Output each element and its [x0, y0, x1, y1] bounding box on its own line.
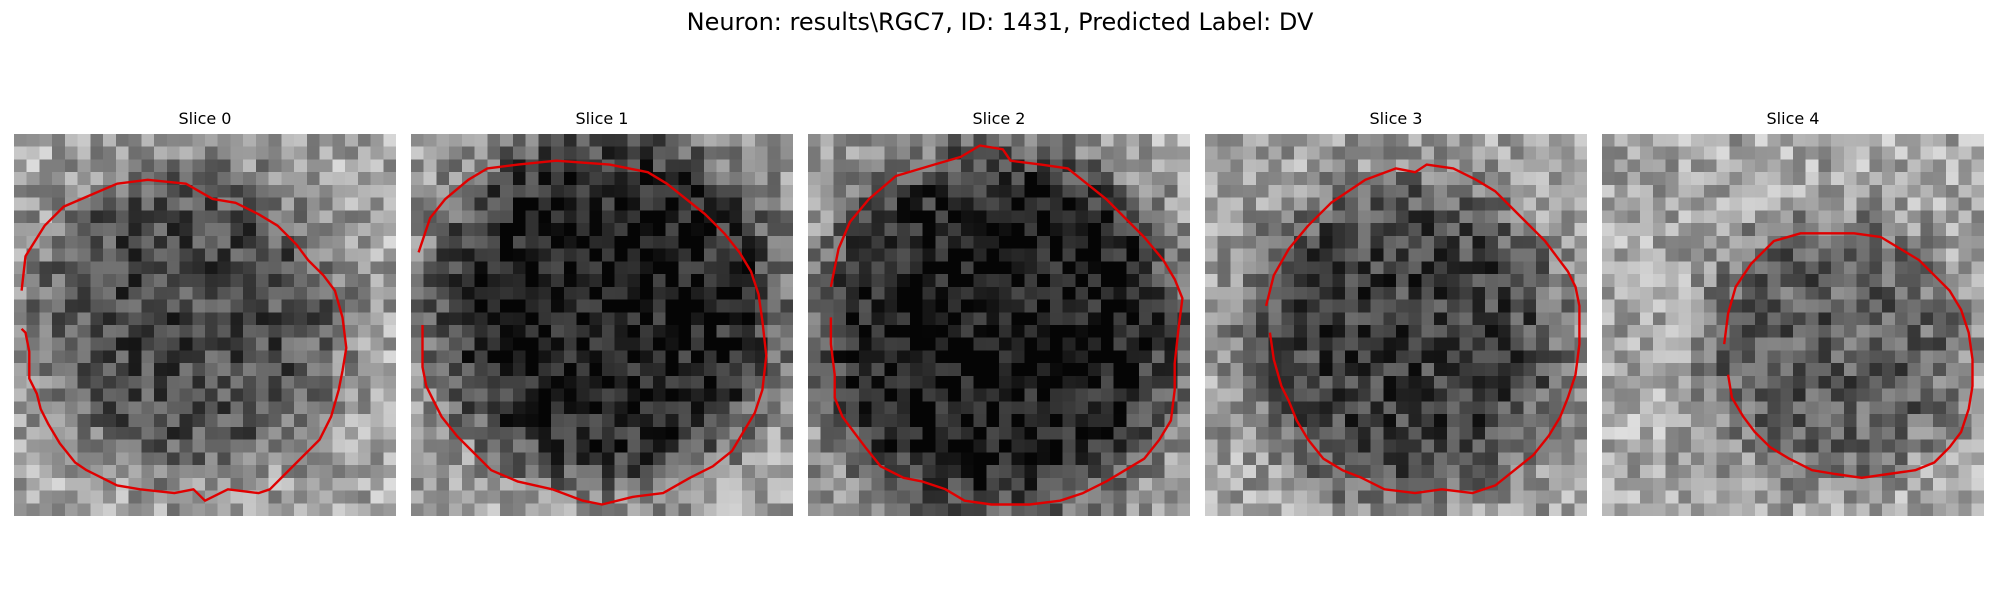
- slice-image-0: [14, 134, 396, 516]
- pixel-grid: [14, 134, 396, 516]
- slice-svg-3: [1205, 134, 1587, 516]
- slice-svg-4: [1602, 134, 1984, 516]
- slice-image-4: [1602, 134, 1984, 516]
- slice-svg-2: [808, 134, 1190, 516]
- slice-image-1: [411, 134, 793, 516]
- slice-title-3: Slice 3: [1369, 109, 1423, 128]
- slice-title-0: Slice 0: [178, 109, 232, 128]
- slice-panel-0: Slice 0: [14, 104, 396, 516]
- figure-title: Neuron: results\RGC7, ID: 1431, Predicte…: [686, 8, 1314, 36]
- slice-svg-1: [411, 134, 793, 516]
- segmentation-contour: [20, 178, 348, 502]
- slice-image-2: [808, 134, 1190, 516]
- slice-svg-0: [14, 134, 396, 516]
- pixel-grid: [1205, 134, 1587, 516]
- segmentation-contour: [829, 144, 1184, 506]
- segmentation-contour: [417, 159, 768, 506]
- slice-image-3: [1205, 134, 1587, 516]
- slice-panel-3: Slice 3: [1205, 104, 1587, 516]
- pixel-grid: [1602, 134, 1984, 516]
- segmentation-contour: [1264, 163, 1581, 495]
- segmentation-contour: [1723, 232, 1974, 479]
- slice-panel-1: Slice 1: [411, 104, 793, 516]
- slice-panel-4: Slice 4: [1602, 104, 1984, 516]
- slice-title-4: Slice 4: [1766, 109, 1820, 128]
- pixel-grid: [808, 134, 1190, 516]
- slice-title-1: Slice 1: [575, 109, 629, 128]
- slice-title-2: Slice 2: [972, 109, 1026, 128]
- pixel-grid: [411, 134, 793, 516]
- slice-panel-2: Slice 2: [808, 104, 1190, 516]
